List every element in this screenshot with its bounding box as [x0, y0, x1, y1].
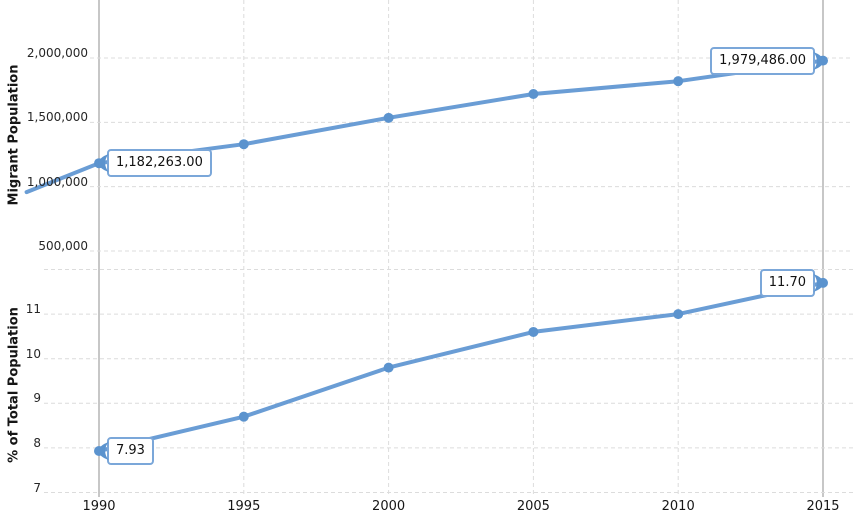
- x-tick-label-1990: 1990: [82, 499, 116, 514]
- x-tick-label-1995: 1995: [227, 499, 261, 514]
- callout-pointer-icon: [813, 273, 824, 292]
- data-point-migrant-1995[interactable]: [238, 139, 249, 150]
- data-point-percent-2000[interactable]: [383, 362, 394, 373]
- data-point-percent-2005[interactable]: [528, 326, 539, 337]
- y-tick-label: 10: [25, 346, 41, 361]
- data-point-migrant-2010[interactable]: [673, 76, 684, 87]
- callout-value-label: 1,182,263.00: [116, 155, 203, 171]
- x-tick-label-2000: 2000: [372, 499, 406, 514]
- callout-percent-2015: 11.70: [759, 268, 824, 297]
- y-tick-label: 9: [33, 391, 41, 406]
- y-tick-label: 7: [33, 480, 41, 495]
- data-point-percent-2010[interactable]: [673, 309, 684, 320]
- callout-pointer-icon: [98, 442, 109, 461]
- y-tick-label: 8: [33, 435, 41, 450]
- data-point-percent-1995[interactable]: [238, 411, 249, 422]
- y-tick-label: 2,000,000: [26, 46, 88, 60]
- data-point-migrant-2005[interactable]: [528, 89, 539, 100]
- y-tick-label: 1,500,000: [26, 110, 88, 125]
- y-tick-label: 500,000: [38, 239, 88, 253]
- y-axis-title-migrant-population: Migrant Population: [6, 64, 22, 206]
- callout-value-label: 7.93: [116, 443, 145, 459]
- callout-percent-1990: 7.93: [98, 437, 154, 466]
- y-tick-label: 11: [25, 302, 41, 317]
- y-axis-title-percent-population: % of Total Population: [6, 307, 22, 463]
- x-tick-label-2015: 2015: [806, 499, 840, 514]
- series-line-percent-population: [97, 280, 825, 453]
- callout-migrant-2015: 1,979,486.00: [710, 46, 824, 75]
- data-point-migrant-2000[interactable]: [383, 112, 394, 123]
- callout-pointer-icon: [98, 154, 109, 173]
- y-tick-label: 1,000,000: [26, 174, 88, 189]
- callout-pointer-icon: [813, 51, 824, 70]
- callout-value-label: 1,979,486.00: [719, 52, 806, 68]
- x-tick-label-2010: 2010: [661, 499, 695, 514]
- callout-migrant-1990: 1,182,263.00: [98, 149, 212, 178]
- x-tick-label-2005: 2005: [516, 499, 550, 514]
- callout-value-label: 11.70: [768, 274, 806, 290]
